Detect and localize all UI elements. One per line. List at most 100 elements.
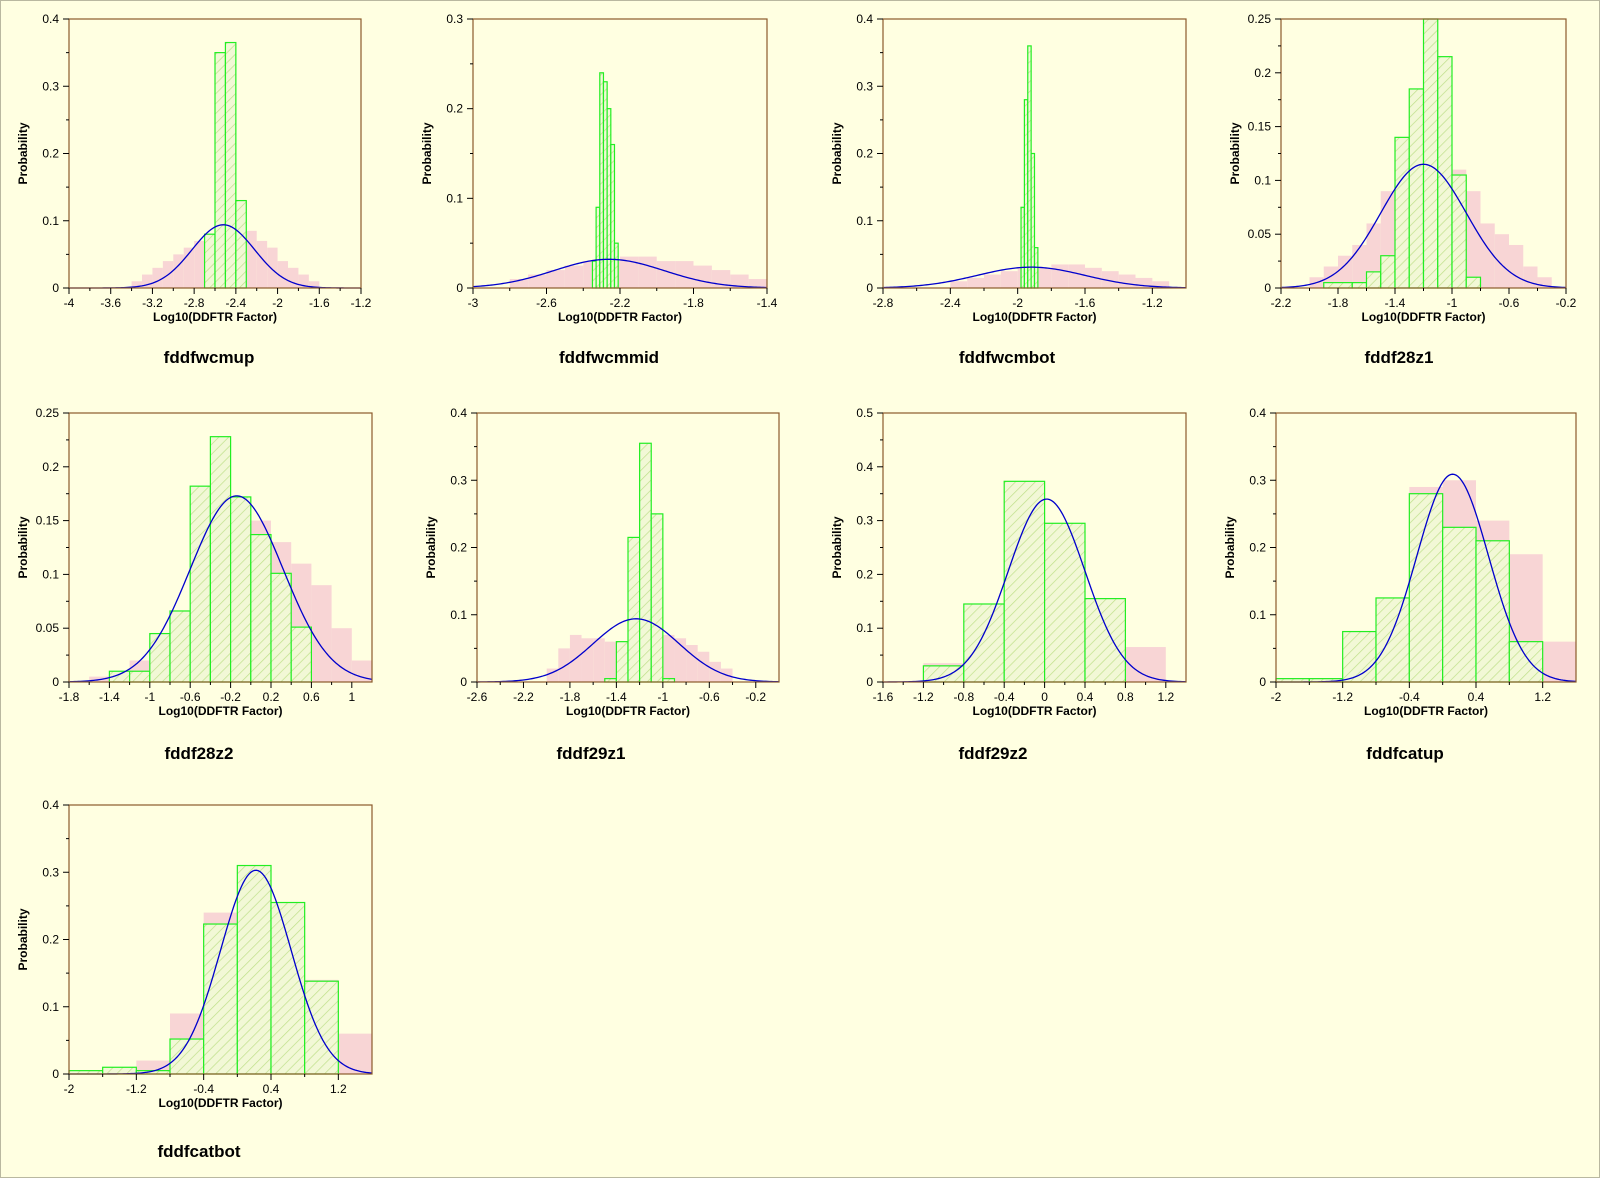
y-tick-label: 0.5 [856,406,873,420]
prior-bar [558,648,570,682]
prior-bar [675,261,694,288]
x-tick-label: -1 [144,690,155,704]
x-tick-label: -1.8 [560,690,581,704]
prior-bar [1523,266,1538,288]
y-tick-label: 0.2 [856,147,873,161]
chart-panel-fddf28z2: 0 0.05 0.1 0.15 0.2 0.25 -1.8 -1.4 -1 -0.6 -0.2 0.2… [16,406,373,763]
prior-bar [1152,281,1170,288]
y-tick-label: 0.05 [1248,227,1272,241]
panel-caption: fddf28z2 [165,744,234,763]
x-tick-label: 1.2 [1157,690,1174,704]
y-tick-label: 0.2 [450,541,467,555]
prior-bar [173,254,184,288]
x-tick-label: -1.6 [309,296,330,310]
prior-bar [1101,271,1119,288]
y-tick-label: 0.2 [42,147,59,161]
x-tick-label: -0.6 [180,690,201,704]
y-tick-label: 0.1 [450,608,467,622]
y-tick-label: 0 [1264,281,1271,295]
x-tick-label: -1.4 [606,690,627,704]
x-axis-title: Log10(DDFTR Factor) [558,310,682,324]
x-tick-label: -1.2 [1142,296,1163,310]
normal-fit-curve [476,618,780,683]
y-tick-label: 0.3 [1249,473,1266,487]
prior-bar [984,274,1001,288]
y-axis-title: Probability [1223,516,1237,578]
x-tick-label: -2 [64,1082,75,1096]
x-tick-label: -2.8 [184,296,205,310]
x-tick-label: -1 [658,690,669,704]
y-axis-title: Probability [424,516,438,578]
x-tick-label: -1.2 [126,1082,147,1096]
y-tick-label: 0.4 [856,460,873,474]
histogram-bar [270,572,292,683]
prior-bar [581,638,594,682]
histogram-bar [236,864,272,1075]
histogram-bar [270,901,306,1075]
y-tick-label: 0.4 [1249,406,1266,420]
prior-bar [686,645,698,682]
histogram-bar [639,442,652,683]
plot-frame [472,18,768,289]
x-tick-label: -0.6 [1499,296,1520,310]
prior-bar [246,230,257,288]
x-tick-label: -2 [1271,690,1282,704]
normal-fit-curve [68,495,373,683]
histogram-bar [1394,136,1410,289]
prior-bar [593,638,605,682]
chart-panel-fddfcatbot: 0 0.1 0.2 0.3 0.4 -2 -1.2 -0.4 0.4 1.2 Log10(DDFTR… [16,798,373,1161]
posterior-histogram [1275,493,1544,683]
y-tick-label: 0.1 [42,1000,59,1014]
histogram-bar [230,496,252,683]
y-tick-label: 0 [52,1067,59,1081]
prior-bar [1352,244,1367,288]
prior-bar [183,247,195,288]
y-axis-title: Probability [16,516,30,578]
y-tick-label: 0 [52,675,59,689]
histogram-bar [1380,255,1396,289]
prior-bar [194,240,205,288]
histogram-bar [1365,271,1382,289]
x-tick-label: 1.2 [1534,690,1551,704]
histogram-bar [650,513,664,683]
posterior-histogram [108,436,313,683]
y-tick-label: 0.2 [856,567,873,581]
y-axis-title: Probability [420,122,434,184]
histogram-bar [613,242,619,289]
x-axis-title: Log10(DDFTR Factor) [973,704,1097,718]
y-tick-label: 0.4 [450,406,467,420]
x-tick-label: -0.8 [953,690,974,704]
prior-bar [1034,267,1052,288]
x-tick-label: -1.4 [757,296,778,310]
posterior-histogram [68,864,339,1075]
prior-bar [1542,641,1576,682]
x-tick-label: -1 [1447,296,1458,310]
x-tick-label: -1.6 [873,690,894,704]
x-axis-title: Log10(DDFTR Factor) [153,310,277,324]
histogram-bar [1442,526,1477,683]
prior-bar [298,274,309,288]
prior-bar [1494,234,1509,288]
x-tick-label: 0.4 [1468,690,1485,704]
prior-bar [351,660,372,682]
prior-bar [546,668,559,682]
prior-bar [331,628,352,682]
histogram-bar [235,199,247,289]
x-axis-title: Log10(DDFTR Factor) [973,310,1097,324]
x-tick-label: 1 [348,690,355,704]
prior-bar [338,1033,372,1074]
x-axis-title: Log10(DDFTR Factor) [1362,310,1486,324]
x-tick-label: -2.4 [226,296,247,310]
panel-caption: fddfcatbot [157,1142,240,1161]
histogram-bar [1375,597,1410,683]
histogram-bar [627,536,641,683]
chart-panel-fddfwcmup: 0 0.1 0.2 0.3 0.4 -4 -3.6 -3.2 -2.8 -2.4 -2 -1.6 -1.… [16,12,372,367]
panel-caption: fddfcatup [1366,744,1443,763]
x-tick-label: -4 [64,296,75,310]
y-tick-label: 0.1 [1254,173,1271,187]
x-tick-label: -3.2 [142,296,163,310]
y-tick-label: 0.2 [1254,66,1271,80]
prior-bar [967,277,984,288]
prior-bar [288,267,299,288]
